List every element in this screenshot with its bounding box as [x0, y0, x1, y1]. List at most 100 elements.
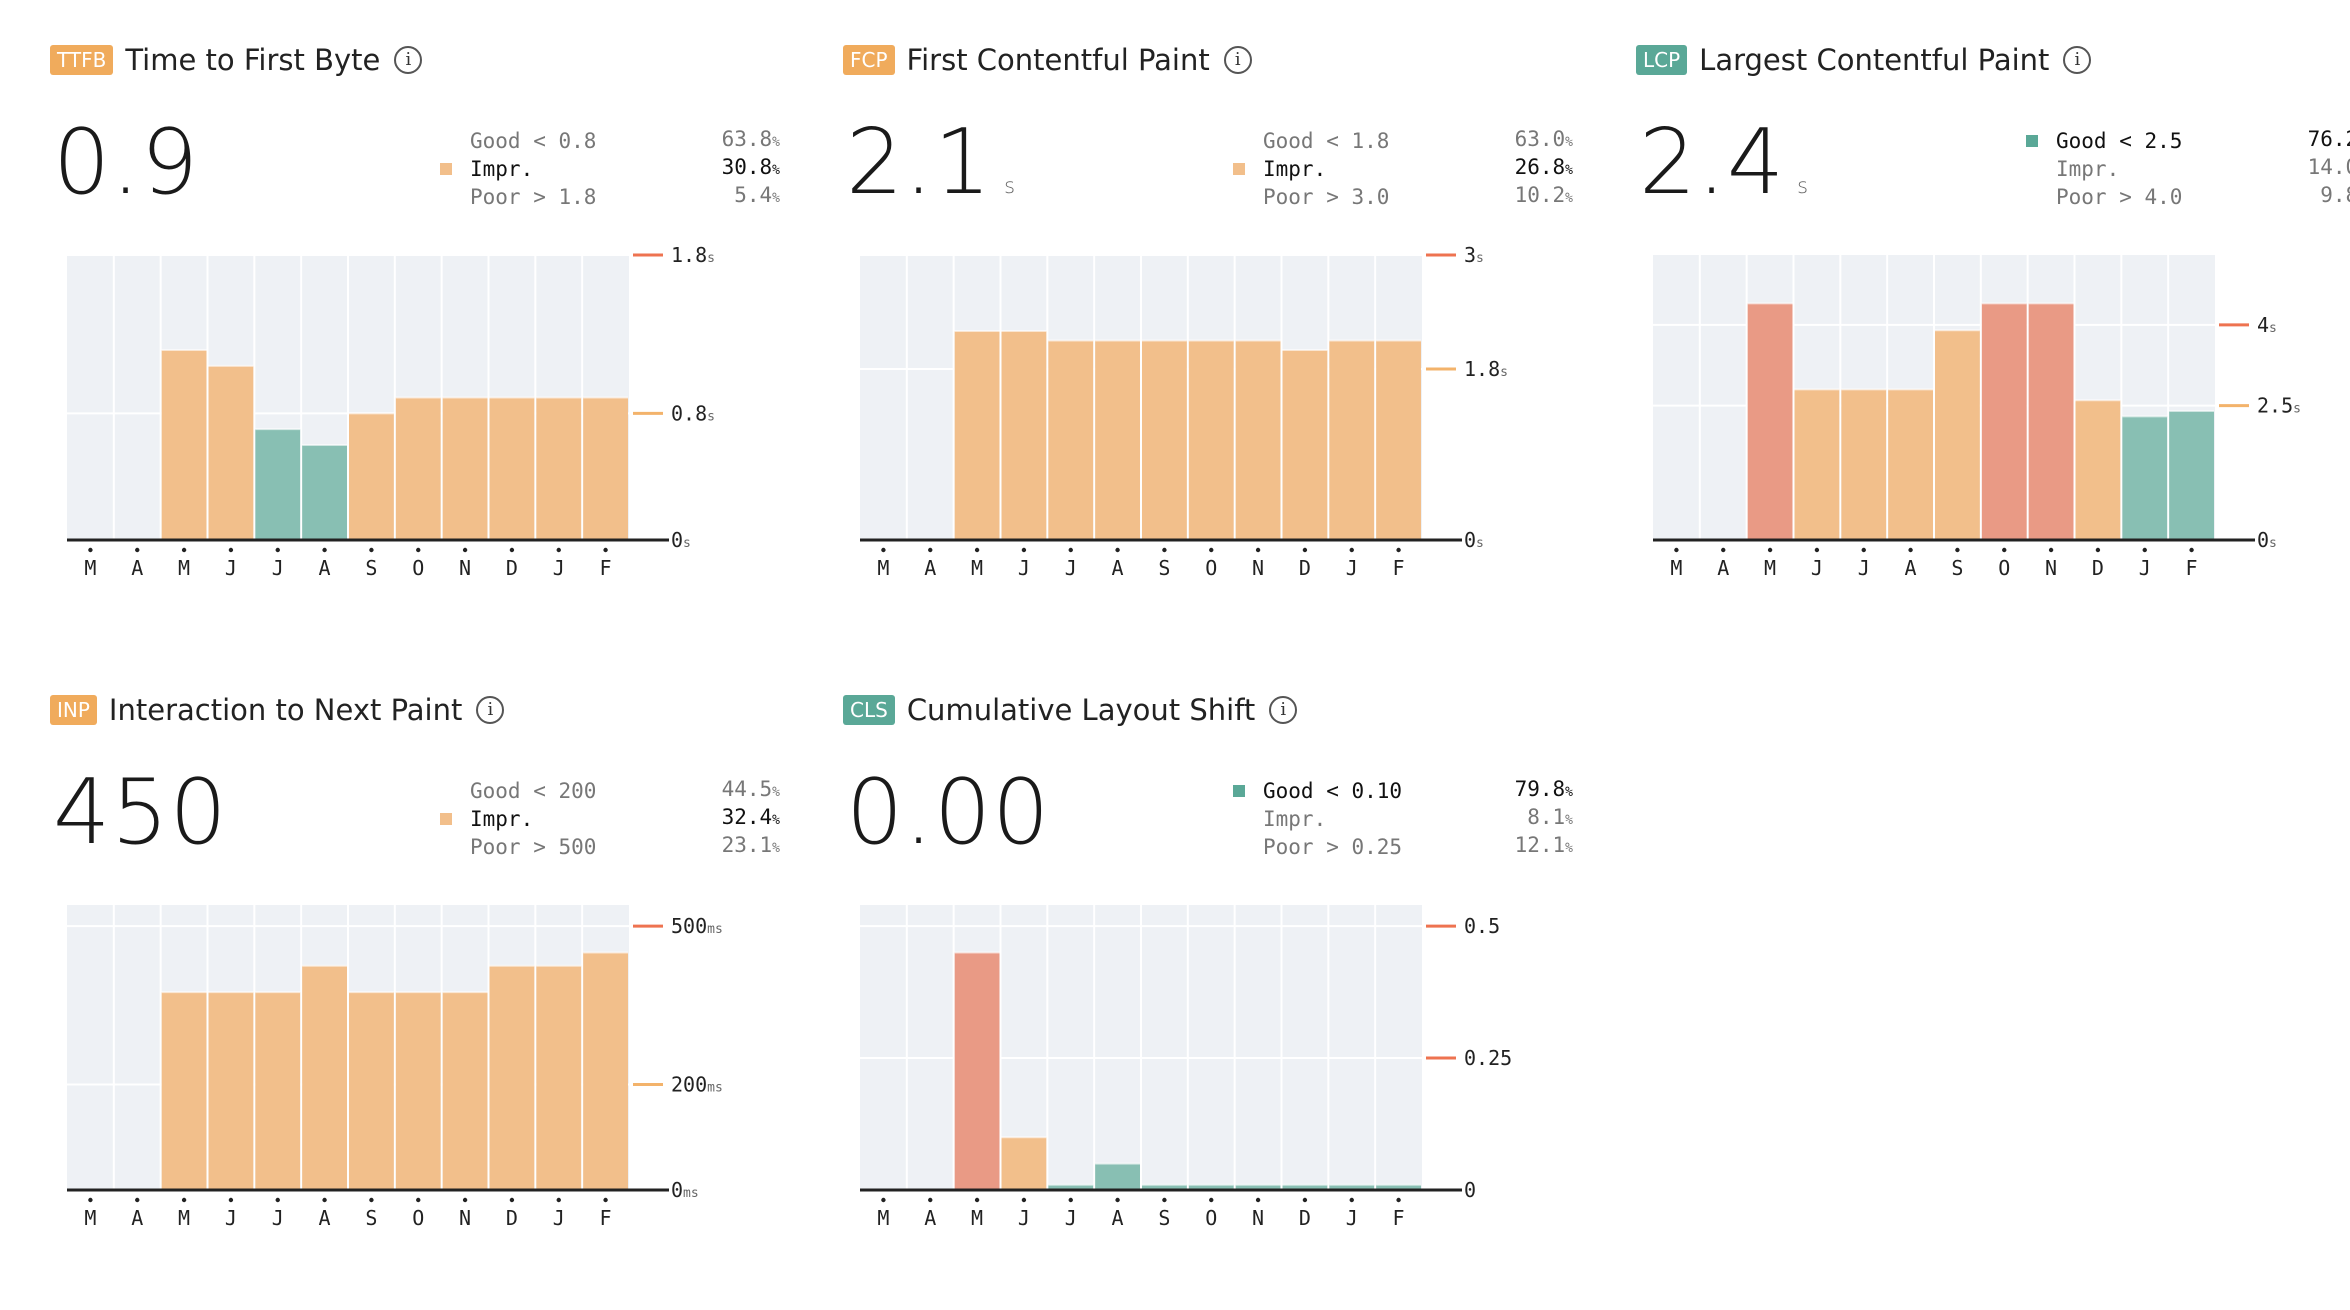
dist-label: Poor > 4.0 — [2056, 185, 2183, 209]
month-dot — [369, 1197, 374, 1203]
dist-label: Impr. — [1263, 807, 1327, 831]
panel-cls: CLS Cumulative Layout Shift i 0.00 Good … — [828, 650, 1573, 1250]
info-icon[interactable]: i — [1269, 696, 1298, 724]
metric-value: 450 — [53, 768, 240, 881]
dist-label: Poor > 0.25 — [1263, 835, 1403, 859]
bar-10 — [1329, 1184, 1375, 1190]
month-dot — [322, 1197, 327, 1203]
legend-square-icon — [1233, 785, 1245, 797]
panel-header: INP Interaction to Next Paint i — [50, 690, 505, 730]
month-dot — [1068, 1197, 1073, 1203]
month-dot — [88, 547, 93, 553]
x-tick-label: A — [319, 1206, 331, 1230]
bar-11 — [2169, 410, 2214, 540]
metric-value-number: 0.9 — [53, 110, 200, 215]
y-tick-label: 1.8s — [671, 243, 715, 267]
x-tick-label: D — [1299, 1206, 1311, 1230]
bar-3 — [208, 365, 254, 540]
x-tick-label: A — [319, 556, 331, 580]
dist-number: 14.0 — [2307, 155, 2350, 179]
bar-10 — [536, 965, 582, 1190]
bar-chart: 3s 1.8s 0s M A M J J A S O N D J F — [860, 243, 1508, 580]
x-tick-label: S — [1158, 1206, 1170, 1230]
dist-number: 79.8 — [1514, 777, 1566, 801]
dist-row-improve: Impr. 8.1% — [1233, 805, 1573, 833]
dist-pct: % — [772, 191, 780, 206]
x-tick-label: F — [600, 1206, 612, 1230]
dist-value: 5.4% — [710, 181, 780, 213]
legend-square-icon — [440, 163, 452, 175]
metric-badge: TTFB — [50, 45, 114, 75]
info-icon[interactable]: i — [2063, 46, 2092, 74]
x-tick-label: J — [225, 1206, 237, 1230]
y-tick-label: 500ms — [671, 914, 723, 938]
dist-value: 79.8% — [1503, 775, 1573, 807]
x-tick-label: A — [1112, 556, 1124, 580]
dist-value: 63.0% — [1503, 125, 1573, 157]
info-icon[interactable]: i — [1223, 46, 1252, 74]
month-dot — [2048, 547, 2054, 553]
bar-10 — [536, 397, 582, 540]
dist-label: Good < 2.5 — [2056, 129, 2183, 153]
y-tick-label: 0.8s — [671, 401, 715, 425]
month-dot — [603, 547, 608, 553]
dist-row-improve: Impr. 26.8% — [1233, 155, 1573, 183]
dist-pct: % — [772, 163, 780, 178]
x-tick-label: A — [131, 1206, 143, 1230]
bar-11 — [1376, 1184, 1421, 1190]
dist-row-poor: Poor > 4.0 9.8% — [2026, 183, 2350, 211]
panel-inp: INP Interaction to Next Paint i 450 Good… — [35, 650, 780, 1250]
month-dot — [2002, 547, 2007, 553]
bar-3 — [208, 992, 254, 1190]
x-tick-label: M — [178, 556, 190, 580]
x-tick-label: S — [365, 1206, 377, 1230]
dist-number: 23.1 — [721, 833, 773, 857]
dist-pct: % — [1565, 163, 1573, 178]
metric-value-unit: s — [1797, 174, 1809, 198]
bar-10 — [2122, 416, 2168, 540]
x-tick-label: N — [459, 556, 471, 580]
bar-6 — [1935, 330, 1980, 540]
bar-4 — [1048, 340, 1094, 540]
x-tick-label: D — [2092, 556, 2104, 580]
bar-7 — [395, 992, 441, 1190]
bar-8 — [442, 992, 488, 1190]
distribution: Good < 0.8 63.8% Impr. 30.8% Poor > 1.8 5.4… — [440, 127, 780, 211]
dist-label: Good < 0.10 — [1263, 779, 1403, 803]
dist-value: 26.8% — [1503, 153, 1573, 185]
x-tick-label: J — [1811, 556, 1823, 580]
dist-number: 5.4 — [734, 183, 773, 207]
dist-label: Good < 200 — [470, 779, 597, 803]
y-tick-label: 0s — [2257, 528, 2277, 552]
bar-6 — [1142, 340, 1187, 540]
month-dot — [1302, 1197, 1308, 1203]
x-tick-label: M — [877, 556, 889, 580]
bar-11 — [583, 952, 628, 1190]
x-tick-label: M — [971, 556, 983, 580]
x-tick-label: S — [1951, 556, 1963, 580]
month-dot — [416, 547, 421, 553]
month-dot — [556, 1197, 561, 1203]
info-icon[interactable]: i — [476, 696, 505, 724]
bar-9 — [1282, 350, 1328, 540]
dist-value: 44.5% — [710, 775, 780, 807]
month-dot — [135, 547, 140, 553]
dist-row-good: Good < 0.8 63.8% — [440, 127, 780, 155]
distribution: Good < 200 44.5% Impr. 32.4% Poor > 500 23.… — [440, 777, 780, 861]
x-tick-label: N — [1252, 556, 1264, 580]
month-dot — [1255, 1197, 1261, 1203]
x-tick-label: M — [1670, 556, 1682, 580]
panel-header: CLS Cumulative Layout Shift i — [843, 690, 1298, 730]
dist-pct: % — [1565, 191, 1573, 206]
legend-square-icon — [1233, 163, 1245, 175]
bar-8 — [1235, 340, 1281, 540]
x-tick-label: J — [2139, 556, 2151, 580]
y-tick-label: 0s — [1464, 528, 1484, 552]
bar-2 — [954, 331, 1000, 540]
x-tick-label: J — [1018, 556, 1030, 580]
dist-value: 12.1% — [1503, 831, 1573, 863]
dist-number: 12.1 — [1514, 833, 1566, 857]
info-icon[interactable]: i — [394, 46, 423, 74]
month-dot — [881, 1197, 886, 1203]
month-dot — [322, 547, 327, 553]
